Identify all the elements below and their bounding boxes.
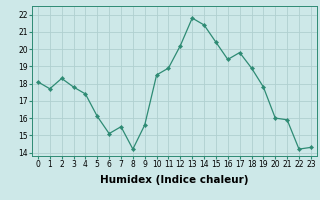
X-axis label: Humidex (Indice chaleur): Humidex (Indice chaleur): [100, 175, 249, 185]
